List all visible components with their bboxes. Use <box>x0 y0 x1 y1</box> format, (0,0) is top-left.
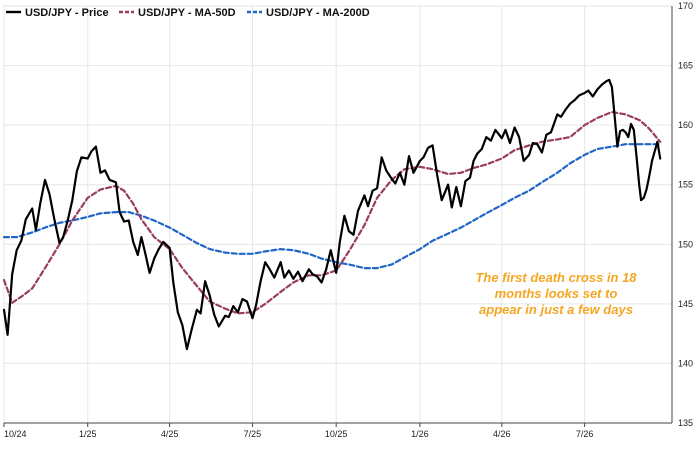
y-tick-label: 155 <box>678 180 693 190</box>
legend-ma-50d-label: USD/JPY - MA-50D <box>138 7 236 19</box>
series-lines <box>2 78 662 351</box>
axes: 135 140 145 150 155 160 165 170 10/24 1/25 4/25 7/2… <box>3 1 693 439</box>
x-tick-label: 10/24 <box>4 429 27 439</box>
annotation-line: months looks set to <box>495 286 618 301</box>
grid-lines <box>3 5 672 423</box>
y-tick-label: 165 <box>678 61 693 71</box>
y-tick-label: 170 <box>678 1 693 11</box>
x-tick-label: 10/25 <box>325 429 348 439</box>
x-tick-label: 4/25 <box>161 429 179 439</box>
price-line <box>2 78 662 351</box>
legend: USD/JPY - Price USD/JPY - MA-50D USD/JPY -… <box>6 7 370 19</box>
x-tick-label: 1/26 <box>411 429 429 439</box>
y-tick-label: 150 <box>678 239 693 249</box>
ma-50d-line <box>2 110 662 315</box>
x-tick-label: 1/25 <box>79 429 97 439</box>
ma-200d-line <box>2 143 662 270</box>
y-tick-label: 145 <box>678 299 693 309</box>
legend-ma-200d-label: USD/JPY - MA-200D <box>266 7 370 19</box>
annotation-line: appear in just a few days <box>479 302 633 317</box>
x-tick-label: 7/25 <box>244 429 262 439</box>
annotation-line: The first death cross in 18 <box>475 270 637 285</box>
y-tick-label: 160 <box>678 120 693 130</box>
y-tick-label: 140 <box>678 358 693 368</box>
y-tick-label: 135 <box>678 418 693 428</box>
legend-price-label: USD/JPY - Price <box>25 7 109 19</box>
x-tick-label: 4/26 <box>493 429 511 439</box>
x-tick-label: 7/26 <box>576 429 594 439</box>
